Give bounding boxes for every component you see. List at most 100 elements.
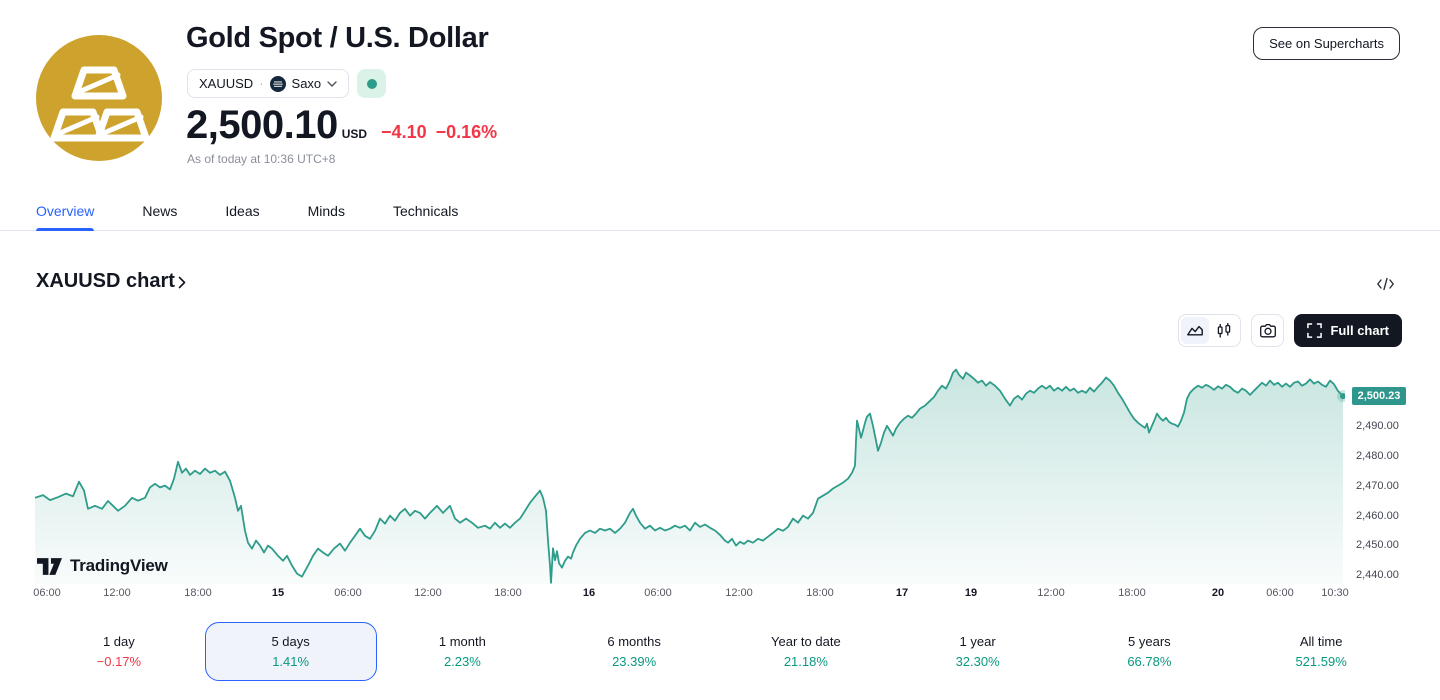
tab-technicals[interactable]: Technicals: [392, 203, 459, 219]
tab-bar: Overview News Ideas Minds Technicals: [0, 203, 1440, 231]
period-year-to-date[interactable]: Year to date 21.18%: [720, 622, 892, 681]
price-chart[interactable]: TradingView: [35, 358, 1345, 584]
price-area-fill: [35, 369, 1343, 584]
price-axis-label: 2,480.00: [1356, 450, 1399, 462]
candles-chart-type-button[interactable]: [1210, 317, 1238, 344]
time-axis-label: 12:00: [725, 587, 753, 599]
period-5-years[interactable]: 5 years 66.78%: [1064, 622, 1236, 681]
time-axis-label: 18:00: [806, 587, 834, 599]
period-1-year[interactable]: 1 year 32.30%: [892, 622, 1064, 681]
time-axis-label: 20: [1211, 587, 1225, 599]
symbol-row: XAUUSD · Saxo: [187, 69, 387, 98]
full-chart-button[interactable]: Full chart: [1294, 314, 1402, 347]
period-change: 1.41%: [272, 654, 310, 669]
time-axis-label: 18:00: [494, 587, 522, 599]
last-price-dot: [1340, 393, 1345, 400]
separator-dot: ·: [259, 76, 264, 91]
tab-ideas[interactable]: Ideas: [225, 203, 260, 219]
chevron-down-icon: [327, 80, 337, 87]
period-label: 5 days: [271, 634, 310, 649]
code-icon: [1376, 277, 1395, 291]
period-label: All time: [1299, 634, 1343, 649]
period-1-month[interactable]: 1 month 2.23%: [377, 622, 549, 681]
period-label: 1 month: [438, 634, 486, 649]
gold-logo: [35, 34, 163, 162]
period-label: 6 months: [607, 634, 661, 649]
period-change: −0.17%: [96, 654, 142, 669]
time-axis-label: 06:00: [644, 587, 672, 599]
snapshot-button[interactable]: [1251, 314, 1285, 347]
candlestick-icon: [1215, 322, 1233, 340]
time-axis-label: 12:00: [103, 587, 131, 599]
last-price-badge: 2,500.23: [1352, 387, 1406, 405]
embed-code-button[interactable]: [1374, 275, 1397, 293]
period-change: 21.18%: [783, 654, 828, 669]
price-axis-label: 2,490.00: [1356, 420, 1399, 432]
time-axis-label: 12:00: [414, 587, 442, 599]
tab-news[interactable]: News: [142, 203, 178, 219]
chart-section-title: XAUUSD chart: [36, 270, 175, 292]
price-change: −4.10 −0.16%: [381, 122, 497, 143]
camera-icon: [1259, 322, 1277, 340]
time-axis-label: 15: [271, 587, 285, 599]
period-change: 66.78%: [1127, 654, 1172, 669]
saxo-exchange-icon: [269, 75, 286, 92]
page-title: Gold Spot / U.S. Dollar: [186, 22, 489, 54]
chart-toolbar: Full chart: [1178, 314, 1402, 347]
period-change: 23.39%: [612, 654, 657, 669]
last-price: 2,500.10: [186, 103, 338, 147]
period-change: 32.30%: [955, 654, 1000, 669]
time-axis-label: 06:00: [1266, 587, 1294, 599]
time-axis-label: 10:30: [1321, 587, 1349, 599]
tradingview-logo-icon: [37, 557, 62, 575]
time-axis-label: 18:00: [1118, 587, 1146, 599]
fullscreen-icon: [1307, 323, 1323, 338]
currency-label: USD: [341, 127, 368, 141]
symbol-switcher[interactable]: XAUUSD · Saxo: [187, 69, 350, 98]
price-axis-label: 2,440.00: [1356, 569, 1399, 581]
change-absolute: −4.10: [381, 122, 427, 142]
price-row: 2,500.10 USD −4.10 −0.16%: [186, 103, 497, 148]
see-on-supercharts-button[interactable]: See on Supercharts: [1253, 27, 1400, 60]
chevron-right-icon: [178, 276, 186, 289]
full-chart-label: Full chart: [1330, 323, 1389, 338]
time-axis-label: 19: [964, 587, 978, 599]
price-axis[interactable]: 2,500.23 2,490.00 2,480.00 2,470.00 2,460.0…: [1352, 358, 1440, 584]
period-label: 1 year: [959, 634, 996, 649]
period-label: Year to date: [771, 634, 841, 649]
change-percent: −0.16%: [435, 122, 498, 142]
tradingview-watermark[interactable]: TradingView: [37, 556, 168, 576]
exchange-label: Saxo: [291, 76, 322, 91]
time-axis[interactable]: 06:00 12:00 18:00 15 06:00 12:00 18:00 16 06:00 1…: [33, 587, 1349, 603]
price-axis-label: 2,470.00: [1356, 480, 1399, 492]
market-status-badge[interactable]: [357, 69, 387, 98]
area-chart-type-button[interactable]: [1181, 317, 1210, 344]
period-5-days[interactable]: 5 days 1.41%: [204, 622, 377, 681]
area-chart-icon: [1186, 322, 1204, 340]
period-change: 2.23%: [443, 654, 481, 669]
period-6-months[interactable]: 6 months 23.39%: [548, 622, 720, 681]
tab-overview[interactable]: Overview: [36, 203, 95, 231]
price-axis-label: 2,450.00: [1356, 539, 1399, 551]
price-line: [35, 368, 1344, 584]
date-range-bar: 1 day −0.17% 5 days 1.41% 1 month 2.23% …: [33, 622, 1407, 681]
chart-type-switcher: [1178, 314, 1242, 347]
symbol-label: XAUUSD: [199, 76, 254, 91]
time-axis-label: 17: [895, 587, 909, 599]
time-axis-label: 16: [582, 587, 596, 599]
time-axis-label: 18:00: [184, 587, 212, 599]
price-axis-label: 2,460.00: [1356, 510, 1399, 522]
period-change: 521.59%: [1295, 654, 1347, 669]
time-axis-label: 12:00: [1037, 587, 1065, 599]
market-open-dot: [366, 78, 377, 89]
period-label: 1 day: [102, 634, 135, 649]
chart-section-link[interactable]: XAUUSD chart: [36, 270, 186, 293]
tradingview-wordmark: TradingView: [70, 556, 168, 575]
time-axis-label: 06:00: [33, 587, 61, 599]
tab-minds[interactable]: Minds: [307, 203, 345, 219]
period-1-day[interactable]: 1 day −0.17%: [33, 622, 205, 681]
period-all-time[interactable]: All time 521.59%: [1235, 622, 1407, 681]
time-axis-label: 06:00: [334, 587, 362, 599]
period-label: 5 years: [1128, 634, 1171, 649]
as-of-timestamp: As of today at 10:36 UTC+8: [187, 152, 336, 166]
